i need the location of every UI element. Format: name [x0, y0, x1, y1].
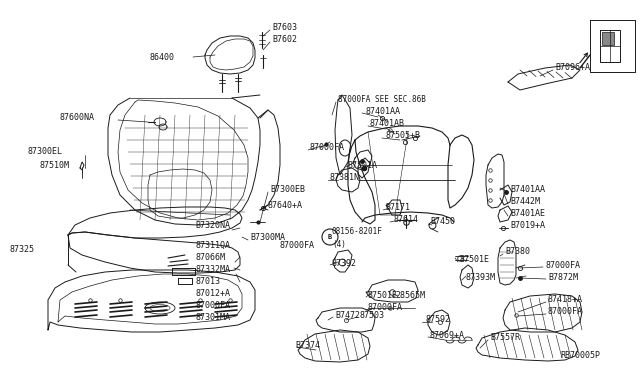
Text: 87381N: 87381N — [330, 173, 360, 183]
Text: B7602: B7602 — [272, 35, 297, 45]
Text: 08156-8201F: 08156-8201F — [332, 228, 383, 237]
Text: B7401AE: B7401AE — [510, 209, 545, 218]
Text: 28565M: 28565M — [395, 291, 425, 299]
Text: 87000FA: 87000FA — [310, 144, 345, 153]
Text: 87311QA: 87311QA — [195, 241, 230, 250]
Text: 87000FA: 87000FA — [195, 301, 230, 311]
Text: B7472: B7472 — [335, 311, 360, 320]
Text: 87418+A: 87418+A — [548, 295, 583, 305]
Text: 87012+A: 87012+A — [195, 289, 230, 298]
Text: 87392: 87392 — [332, 260, 357, 269]
Text: 87301MA: 87301MA — [195, 314, 230, 323]
Text: 86400: 86400 — [150, 52, 175, 61]
Text: B7603: B7603 — [272, 23, 297, 32]
Text: B7096+A: B7096+A — [555, 64, 590, 73]
Text: B: B — [328, 234, 332, 240]
Text: 87401AB: 87401AB — [370, 119, 405, 128]
Text: (4): (4) — [332, 240, 346, 248]
Text: B7380: B7380 — [505, 247, 530, 257]
Text: 87393M: 87393M — [465, 273, 495, 282]
Text: B7442M: B7442M — [510, 198, 540, 206]
Text: 87000FA SEE SEC.86B: 87000FA SEE SEC.86B — [338, 96, 426, 105]
Text: 87640+A: 87640+A — [268, 201, 303, 209]
Text: 87501A: 87501A — [348, 160, 378, 170]
Text: 87000FA: 87000FA — [368, 304, 403, 312]
Text: 87332MA: 87332MA — [195, 266, 230, 275]
Text: 87401AA: 87401AA — [365, 108, 400, 116]
Text: 87614: 87614 — [393, 215, 418, 224]
Text: 87501E: 87501E — [460, 256, 490, 264]
Text: B7171: B7171 — [385, 203, 410, 212]
Text: 87069+A: 87069+A — [430, 330, 465, 340]
Text: B7557R: B7557R — [490, 334, 520, 343]
Text: B7450: B7450 — [430, 218, 455, 227]
Text: 87501E: 87501E — [368, 291, 398, 299]
Text: 87300EL: 87300EL — [28, 148, 63, 157]
Text: B7401AA: B7401AA — [510, 186, 545, 195]
Text: 87503: 87503 — [360, 311, 385, 320]
Text: B7019+A: B7019+A — [510, 221, 545, 231]
Text: 87000FA: 87000FA — [548, 308, 583, 317]
Text: 87066M: 87066M — [195, 253, 225, 262]
Text: RB70005P: RB70005P — [560, 350, 600, 359]
Text: B7300MA: B7300MA — [250, 232, 285, 241]
Text: 87013: 87013 — [195, 278, 220, 286]
Text: B7320NA: B7320NA — [195, 221, 230, 230]
Text: 87000FA: 87000FA — [545, 260, 580, 269]
Text: B7872M: B7872M — [548, 273, 578, 282]
Text: 87600NA: 87600NA — [60, 113, 95, 122]
Text: 87592: 87592 — [425, 315, 450, 324]
Text: B7374: B7374 — [295, 340, 320, 350]
Bar — [602, 32, 614, 45]
Text: 87510M: 87510M — [40, 160, 70, 170]
Text: 87325: 87325 — [10, 246, 35, 254]
Text: 87000FA: 87000FA — [280, 241, 315, 250]
Text: 87505+B: 87505+B — [385, 131, 420, 141]
Text: B7300EB: B7300EB — [270, 186, 305, 195]
